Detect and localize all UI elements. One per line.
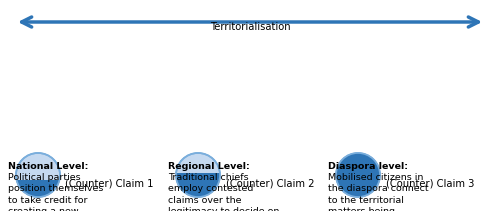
Text: Diaspora level:: Diaspora level:: [328, 162, 408, 171]
Circle shape: [176, 153, 220, 197]
Text: (Counter) Claim 1: (Counter) Claim 1: [65, 178, 154, 188]
Circle shape: [176, 153, 220, 197]
Text: National Level:: National Level:: [8, 162, 88, 171]
Text: (Counter) Claim 2: (Counter) Claim 2: [226, 178, 314, 188]
Text: Political parties
position themselves
to take credit for
creating a new
region a: Political parties position themselves to…: [8, 173, 106, 211]
Text: Traditional chiefs
employ contested
claims over the
legitimacy to decide on
terr: Traditional chiefs employ contested clai…: [168, 173, 280, 211]
Circle shape: [336, 153, 380, 197]
Text: Regional Level:: Regional Level:: [168, 162, 250, 171]
Circle shape: [16, 153, 60, 197]
Text: Mobilised citizens in
the diaspora connect
to the territorial
matters being
cont: Mobilised citizens in the diaspora conne…: [328, 173, 432, 211]
Circle shape: [336, 153, 380, 197]
Circle shape: [16, 153, 60, 197]
Text: (Counter) Claim 3: (Counter) Claim 3: [386, 178, 474, 188]
Text: Territorialisation: Territorialisation: [210, 22, 290, 32]
